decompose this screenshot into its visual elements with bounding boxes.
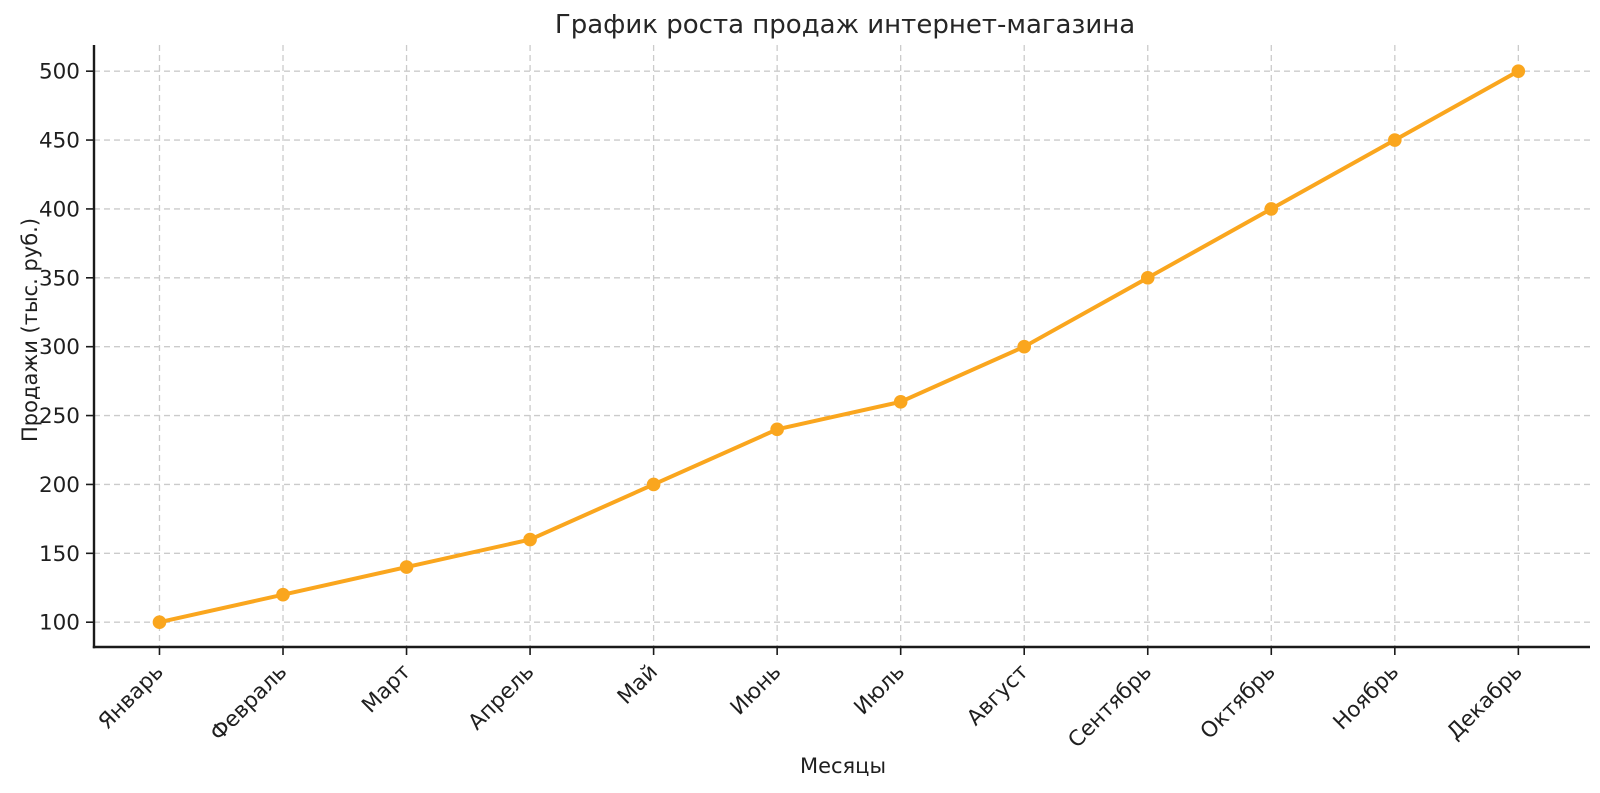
data-point-marker bbox=[1264, 202, 1279, 216]
x-tick-label: Август bbox=[962, 660, 1033, 731]
x-tick-label: Май bbox=[613, 660, 663, 710]
data-point-marker bbox=[523, 532, 537, 547]
chart-title: График роста продаж интернет-магазина bbox=[554, 10, 1136, 40]
y-tick-label: 250 bbox=[39, 404, 80, 429]
y-tick-label: 500 bbox=[39, 60, 80, 85]
x-tick-label: Июнь bbox=[726, 660, 787, 721]
x-axis-label: Месяцы bbox=[799, 754, 887, 778]
sales-data-line bbox=[157, 69, 1521, 625]
y-tick-label: 100 bbox=[39, 611, 80, 636]
data-point-marker bbox=[770, 422, 784, 437]
x-tick-label: Октябрь bbox=[1196, 660, 1281, 745]
y-tick-label: 150 bbox=[39, 542, 80, 567]
y-tick-label: 400 bbox=[39, 197, 80, 222]
x-tick-label: Сентябрь bbox=[1063, 660, 1157, 754]
x-tick-label: Ноябрь bbox=[1329, 660, 1405, 736]
data-point-marker bbox=[276, 587, 290, 602]
y-tick-label: 200 bbox=[39, 473, 80, 498]
y-tick-label: 350 bbox=[39, 266, 80, 291]
x-tick-label: Июль bbox=[849, 660, 910, 721]
data-point-marker bbox=[1388, 133, 1402, 147]
data-point-marker bbox=[399, 560, 414, 574]
data-point-marker bbox=[152, 615, 167, 630]
y-axis-label: Продажи (тыс. руб.) bbox=[18, 217, 42, 443]
data-point-marker bbox=[1017, 339, 1032, 354]
data-point-marker bbox=[646, 477, 661, 492]
x-tick-label: Декабрь bbox=[1442, 660, 1527, 745]
data-point-marker bbox=[893, 394, 908, 409]
y-tick-label: 450 bbox=[39, 129, 80, 154]
x-tick-label: Февраль bbox=[206, 660, 293, 747]
x-tick-label: Март bbox=[357, 660, 416, 719]
y-tick-label: 300 bbox=[39, 335, 80, 360]
data-point-marker bbox=[1140, 271, 1155, 285]
x-tick-label: Январь bbox=[94, 660, 169, 735]
data-point-marker bbox=[1511, 64, 1526, 78]
x-tick-label: Апрель bbox=[464, 660, 540, 736]
